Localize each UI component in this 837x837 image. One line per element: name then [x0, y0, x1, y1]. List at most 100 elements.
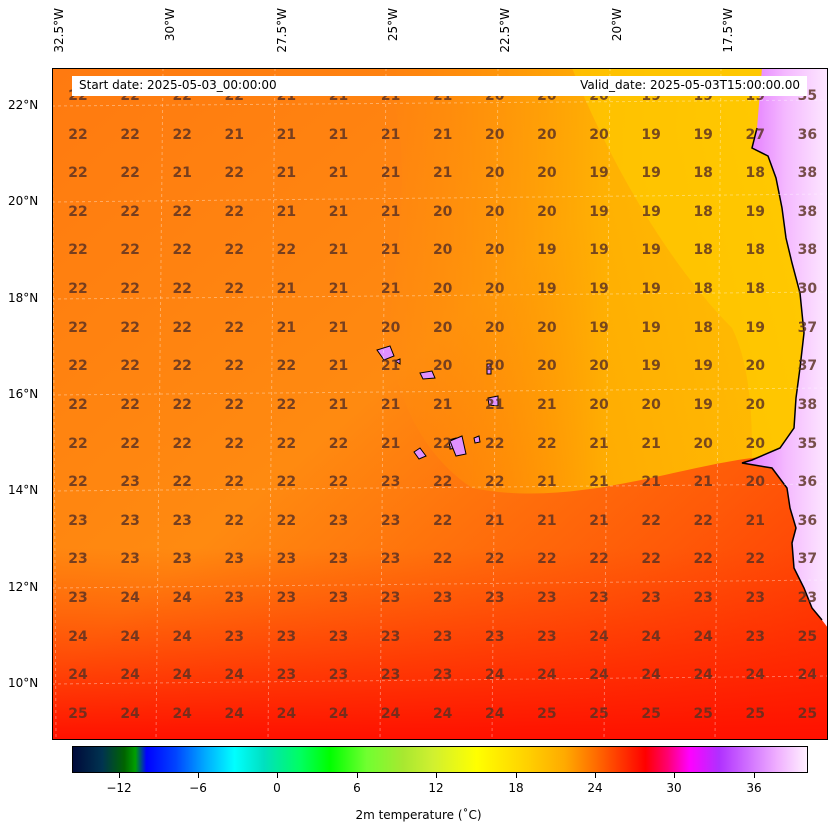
- lon-label: 20°W: [610, 8, 624, 42]
- temperature-value: 22: [693, 512, 713, 529]
- temperature-value: 20: [641, 396, 661, 413]
- temperature-value: 24: [589, 667, 609, 684]
- temperature-value: 22: [172, 126, 192, 143]
- temperature-value: 22: [68, 358, 88, 375]
- colorbar-tick-label: 36: [746, 781, 762, 795]
- colorbar-tick-label: 12: [428, 781, 444, 795]
- lon-label: 25°W: [386, 8, 400, 42]
- temperature-value: 20: [432, 203, 453, 220]
- temperature-value: 23: [380, 667, 401, 684]
- temperature-value: 22: [224, 358, 245, 375]
- temperature-value: 24: [328, 705, 349, 722]
- temperature-value: 18: [745, 281, 766, 298]
- temperature-value: 23: [224, 628, 245, 645]
- lat-label: 18°N: [8, 291, 39, 305]
- temperature-value: 22: [589, 551, 609, 568]
- temperature-value: 23: [172, 512, 192, 529]
- temperature-value: 21: [537, 396, 557, 413]
- temperature-value: 22: [224, 281, 245, 298]
- temperature-value: 19: [641, 319, 661, 336]
- temperature-value: 23: [276, 628, 297, 645]
- temperature-value: 18: [693, 242, 713, 259]
- island: [449, 435, 467, 457]
- colorbar-tick-label: 18: [508, 781, 524, 795]
- temperature-value: 19: [641, 126, 661, 143]
- temperature-value: 22: [485, 551, 505, 568]
- lat-label: 16°N: [8, 387, 39, 401]
- temperature-value: 22: [693, 551, 713, 568]
- colorbar-tick: [595, 773, 596, 778]
- temperature-value: 21: [328, 126, 349, 143]
- temperature-value: 22: [68, 319, 88, 336]
- temperature-value: 22: [172, 242, 192, 259]
- temperature-value: 25: [797, 705, 818, 722]
- coastline: [741, 127, 823, 621]
- temperature-value: 22: [120, 358, 140, 375]
- colorbar-tick: [674, 773, 675, 778]
- temperature-value: 23: [224, 590, 245, 607]
- temperature-value: 22: [537, 435, 557, 452]
- temperature-value: 30: [797, 281, 818, 298]
- temperature-value: 18: [745, 242, 766, 259]
- temperature-value: 22: [172, 319, 192, 336]
- temperature-value: 22: [172, 203, 192, 220]
- temperature-value: 20: [745, 396, 766, 413]
- temperature-value: 27: [745, 126, 766, 143]
- temperature-value: 37: [797, 319, 818, 336]
- temperature-value: 22: [120, 203, 140, 220]
- temperature-value: 21: [276, 281, 297, 298]
- temperature-value: 25: [589, 705, 609, 722]
- lat-label: 14°N: [8, 483, 39, 497]
- temperature-value: 21: [328, 242, 349, 259]
- temperature-value: 21: [328, 203, 349, 220]
- temperature-value: 20: [745, 435, 766, 452]
- lat-label: 12°N: [8, 580, 39, 594]
- temperature-value: 22: [432, 551, 453, 568]
- island: [419, 370, 436, 380]
- temperature-value: 21: [276, 165, 297, 182]
- temperature-value: 24: [745, 667, 766, 684]
- temperature-value: 19: [641, 242, 661, 259]
- temperature-value: 38: [797, 203, 818, 220]
- temperature-value: 24: [641, 628, 661, 645]
- date-info-bar: Start date: 2025-05-03_00:00:00 Valid_da…: [72, 76, 807, 96]
- temperature-value: 24: [120, 705, 140, 722]
- temperature-value: 20: [485, 203, 505, 220]
- lon-label: 27.5°W: [275, 8, 289, 53]
- colorbar-tick-label: 6: [353, 781, 361, 795]
- temperature-value: 23: [276, 590, 297, 607]
- temperature-value: 21: [328, 396, 349, 413]
- temperature-value: 22: [120, 396, 140, 413]
- colorbar-tick: [516, 773, 517, 778]
- temperature-value: 21: [276, 203, 297, 220]
- temperature-value: 24: [537, 667, 557, 684]
- colorbar-tick: [277, 773, 278, 778]
- temperature-value: 24: [68, 667, 88, 684]
- temperature-value: 38: [797, 396, 818, 413]
- lon-label: 30°W: [163, 8, 177, 42]
- temperature-value: 21: [276, 126, 297, 143]
- temperature-value: 21: [380, 203, 401, 220]
- temperature-value: 20: [432, 242, 453, 259]
- temperature-value: 22: [276, 512, 297, 529]
- temperature-value: 37: [797, 551, 818, 568]
- temperature-value: 19: [537, 242, 557, 259]
- temperature-value: 22: [276, 242, 297, 259]
- temperature-value: 20: [432, 358, 453, 375]
- colorbar-tick: [357, 773, 358, 778]
- temperature-value: 19: [745, 319, 766, 336]
- temperature-value: 21: [224, 126, 245, 143]
- temperature-value: 24: [485, 705, 505, 722]
- temperature-value: 38: [797, 242, 818, 259]
- temperature-value: 21: [589, 435, 609, 452]
- temperature-value: 20: [745, 474, 766, 491]
- temperature-value: 21: [380, 396, 401, 413]
- valid-date-label: Valid_date: 2025-05-03T15:00:00.00: [580, 78, 800, 92]
- island: [413, 447, 427, 460]
- temperature-value: 18: [693, 203, 713, 220]
- temperature-value: 22: [276, 396, 297, 413]
- temperature-value: 22: [172, 396, 192, 413]
- lon-label: 32.5°W: [52, 8, 66, 53]
- temperature-value: 22: [276, 474, 297, 491]
- colorbar-tick: [119, 773, 120, 778]
